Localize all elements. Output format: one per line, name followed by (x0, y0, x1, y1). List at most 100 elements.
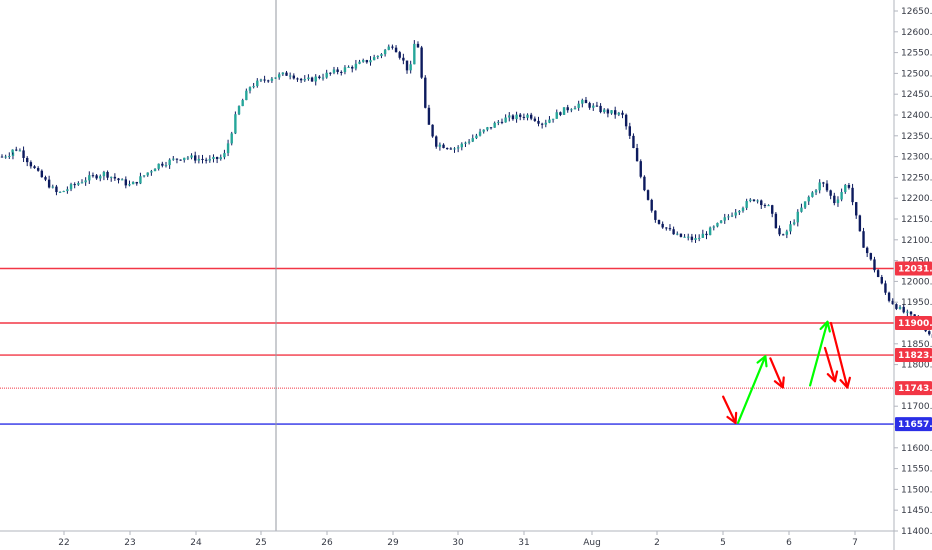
candle-body (37, 168, 39, 171)
candle-body (698, 238, 700, 239)
candle-body (870, 253, 872, 259)
candle-body (22, 150, 24, 158)
candle-body (216, 157, 218, 159)
candle-body (161, 164, 163, 166)
y-tick-label: 12550.0 (901, 49, 932, 59)
candle-body (504, 118, 506, 123)
candle-body (672, 229, 674, 234)
candle-body (117, 178, 119, 180)
candle-body (431, 125, 433, 137)
y-tick-label: 12400.0 (901, 111, 932, 121)
x-tick-label: 26 (321, 538, 333, 548)
candle-body (840, 192, 842, 199)
candle-body (702, 234, 704, 238)
candle-body (775, 214, 777, 228)
candle-body (545, 123, 547, 125)
x-tick-label: 7 (852, 538, 858, 548)
candle-body (252, 86, 254, 87)
candle-body (661, 224, 663, 228)
candle-body (651, 200, 653, 211)
candle-body (592, 106, 594, 108)
candle-body (552, 119, 554, 120)
candle-body (614, 110, 616, 114)
candle-body (413, 44, 415, 64)
candle-body (837, 199, 839, 203)
y-tick-label: 11450.0 (901, 506, 932, 516)
candle-body (329, 73, 331, 74)
candle-body (658, 220, 660, 224)
candle-body (833, 196, 835, 203)
candle-body (501, 122, 503, 123)
candle-body (461, 144, 463, 148)
candle-body (486, 127, 488, 129)
candle-body (691, 237, 693, 240)
y-tick-label: 11500.0 (901, 485, 932, 495)
candle-body (596, 106, 598, 107)
candle-body (212, 157, 214, 159)
candle-body (48, 180, 50, 188)
candle-body (209, 159, 211, 161)
candle-body (293, 76, 295, 79)
candle-body (70, 184, 72, 189)
candle-body (190, 155, 192, 157)
candle-body (716, 223, 718, 227)
candle-body (526, 115, 528, 118)
candle-body (318, 77, 320, 78)
candle-body (804, 201, 806, 207)
candle-body (231, 133, 233, 143)
x-tick-label: 6 (786, 538, 792, 548)
candle-body (147, 173, 149, 176)
y-tick-label: 11400.0 (901, 527, 932, 537)
candle-body (636, 148, 638, 161)
candle-body (296, 78, 298, 79)
candle-body (110, 177, 112, 178)
candle-body (245, 91, 247, 100)
candle-body (249, 87, 251, 91)
candle-body (621, 113, 623, 115)
candle-body (862, 231, 864, 248)
candle-body (234, 114, 236, 133)
candle-body (713, 226, 715, 227)
candle-body (789, 224, 791, 231)
y-tick-label: 11950.0 (901, 298, 932, 308)
candle-body (877, 270, 879, 277)
candle-body (428, 108, 430, 125)
candle-body (483, 130, 485, 132)
candle-body (453, 148, 455, 149)
candle-body (241, 100, 243, 106)
candle-body (472, 138, 474, 141)
level-badge-label: 11823.0 (898, 351, 932, 361)
candle-body (512, 115, 514, 119)
candle-body (325, 73, 327, 78)
candle-body (11, 150, 13, 153)
candle-body (66, 189, 68, 191)
candle-body (157, 164, 159, 169)
y-tick-label: 11600.0 (901, 444, 932, 454)
candle-body (168, 160, 170, 165)
candle-body (515, 115, 517, 120)
candle-body (340, 72, 342, 73)
candle-body (114, 177, 116, 179)
candle-body (735, 212, 737, 215)
candle-body (800, 208, 802, 212)
candle-body (256, 81, 258, 86)
candle-body (884, 283, 886, 292)
candle-body (607, 110, 609, 114)
candle-body (165, 165, 167, 166)
candle-body (373, 57, 375, 60)
candle-body (819, 182, 821, 190)
candle-body (33, 166, 35, 168)
candle-body (187, 158, 189, 159)
candle-body (629, 126, 631, 136)
candle-body (570, 109, 572, 110)
candle-body (567, 107, 569, 110)
candle-body (859, 215, 861, 231)
candle-body (44, 177, 46, 179)
candle-body (654, 211, 656, 220)
candle-body (103, 172, 105, 176)
candle-body (530, 115, 532, 119)
candle-body (136, 182, 138, 184)
candle-body (815, 190, 817, 192)
candle-body (738, 211, 740, 213)
candle-body (63, 191, 65, 192)
